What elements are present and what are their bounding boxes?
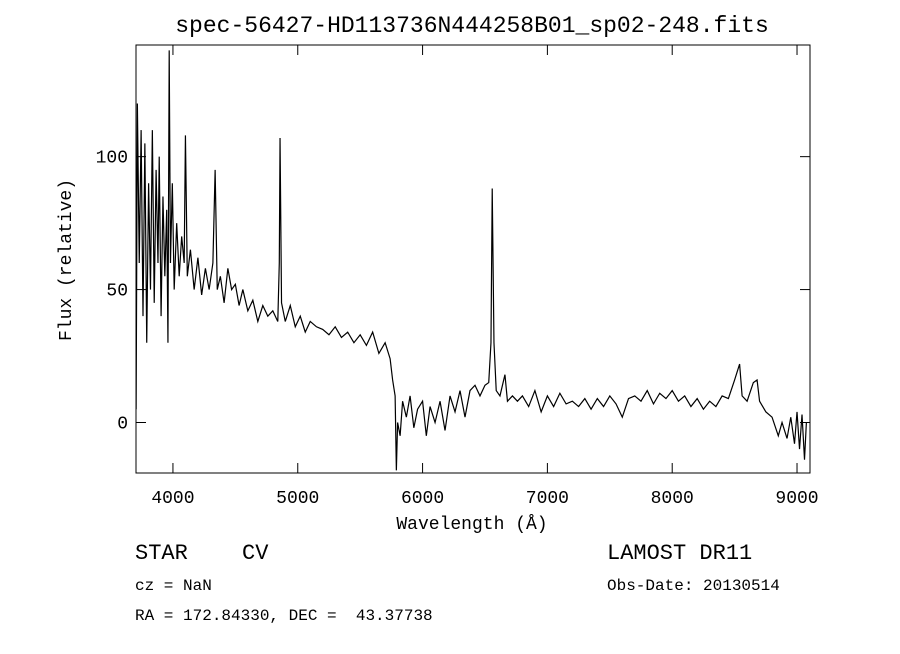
obs-date-label: Obs-Date: 20130514 [607, 577, 780, 595]
y-tick-label: 0 [117, 414, 128, 434]
x-tick-label: 6000 [401, 489, 444, 509]
x-tick-label: 4000 [151, 489, 194, 509]
y-tick-label: 50 [106, 282, 128, 302]
cz-label: cz = NaN [135, 577, 212, 595]
coords-label: RA = 172.84330, DEC = 43.37738 [135, 607, 433, 625]
x-tick-label: 8000 [651, 489, 694, 509]
chart-title: spec-56427-HD113736N444258B01_sp02-248.f… [175, 13, 769, 39]
x-tick-label: 7000 [526, 489, 569, 509]
class-label: STAR [135, 541, 188, 566]
y-axis-label: Flux (relative) [57, 179, 77, 341]
subclass-label: CV [242, 541, 269, 566]
y-tick-label: 100 [96, 149, 128, 169]
spectrum-line [135, 50, 807, 471]
x-tick-label: 5000 [276, 489, 319, 509]
x-axis-label: Wavelength (Å) [396, 514, 547, 535]
plot-frame [135, 44, 811, 474]
survey-label: LAMOST DR11 [607, 541, 752, 566]
x-tick-label: 9000 [775, 489, 818, 509]
